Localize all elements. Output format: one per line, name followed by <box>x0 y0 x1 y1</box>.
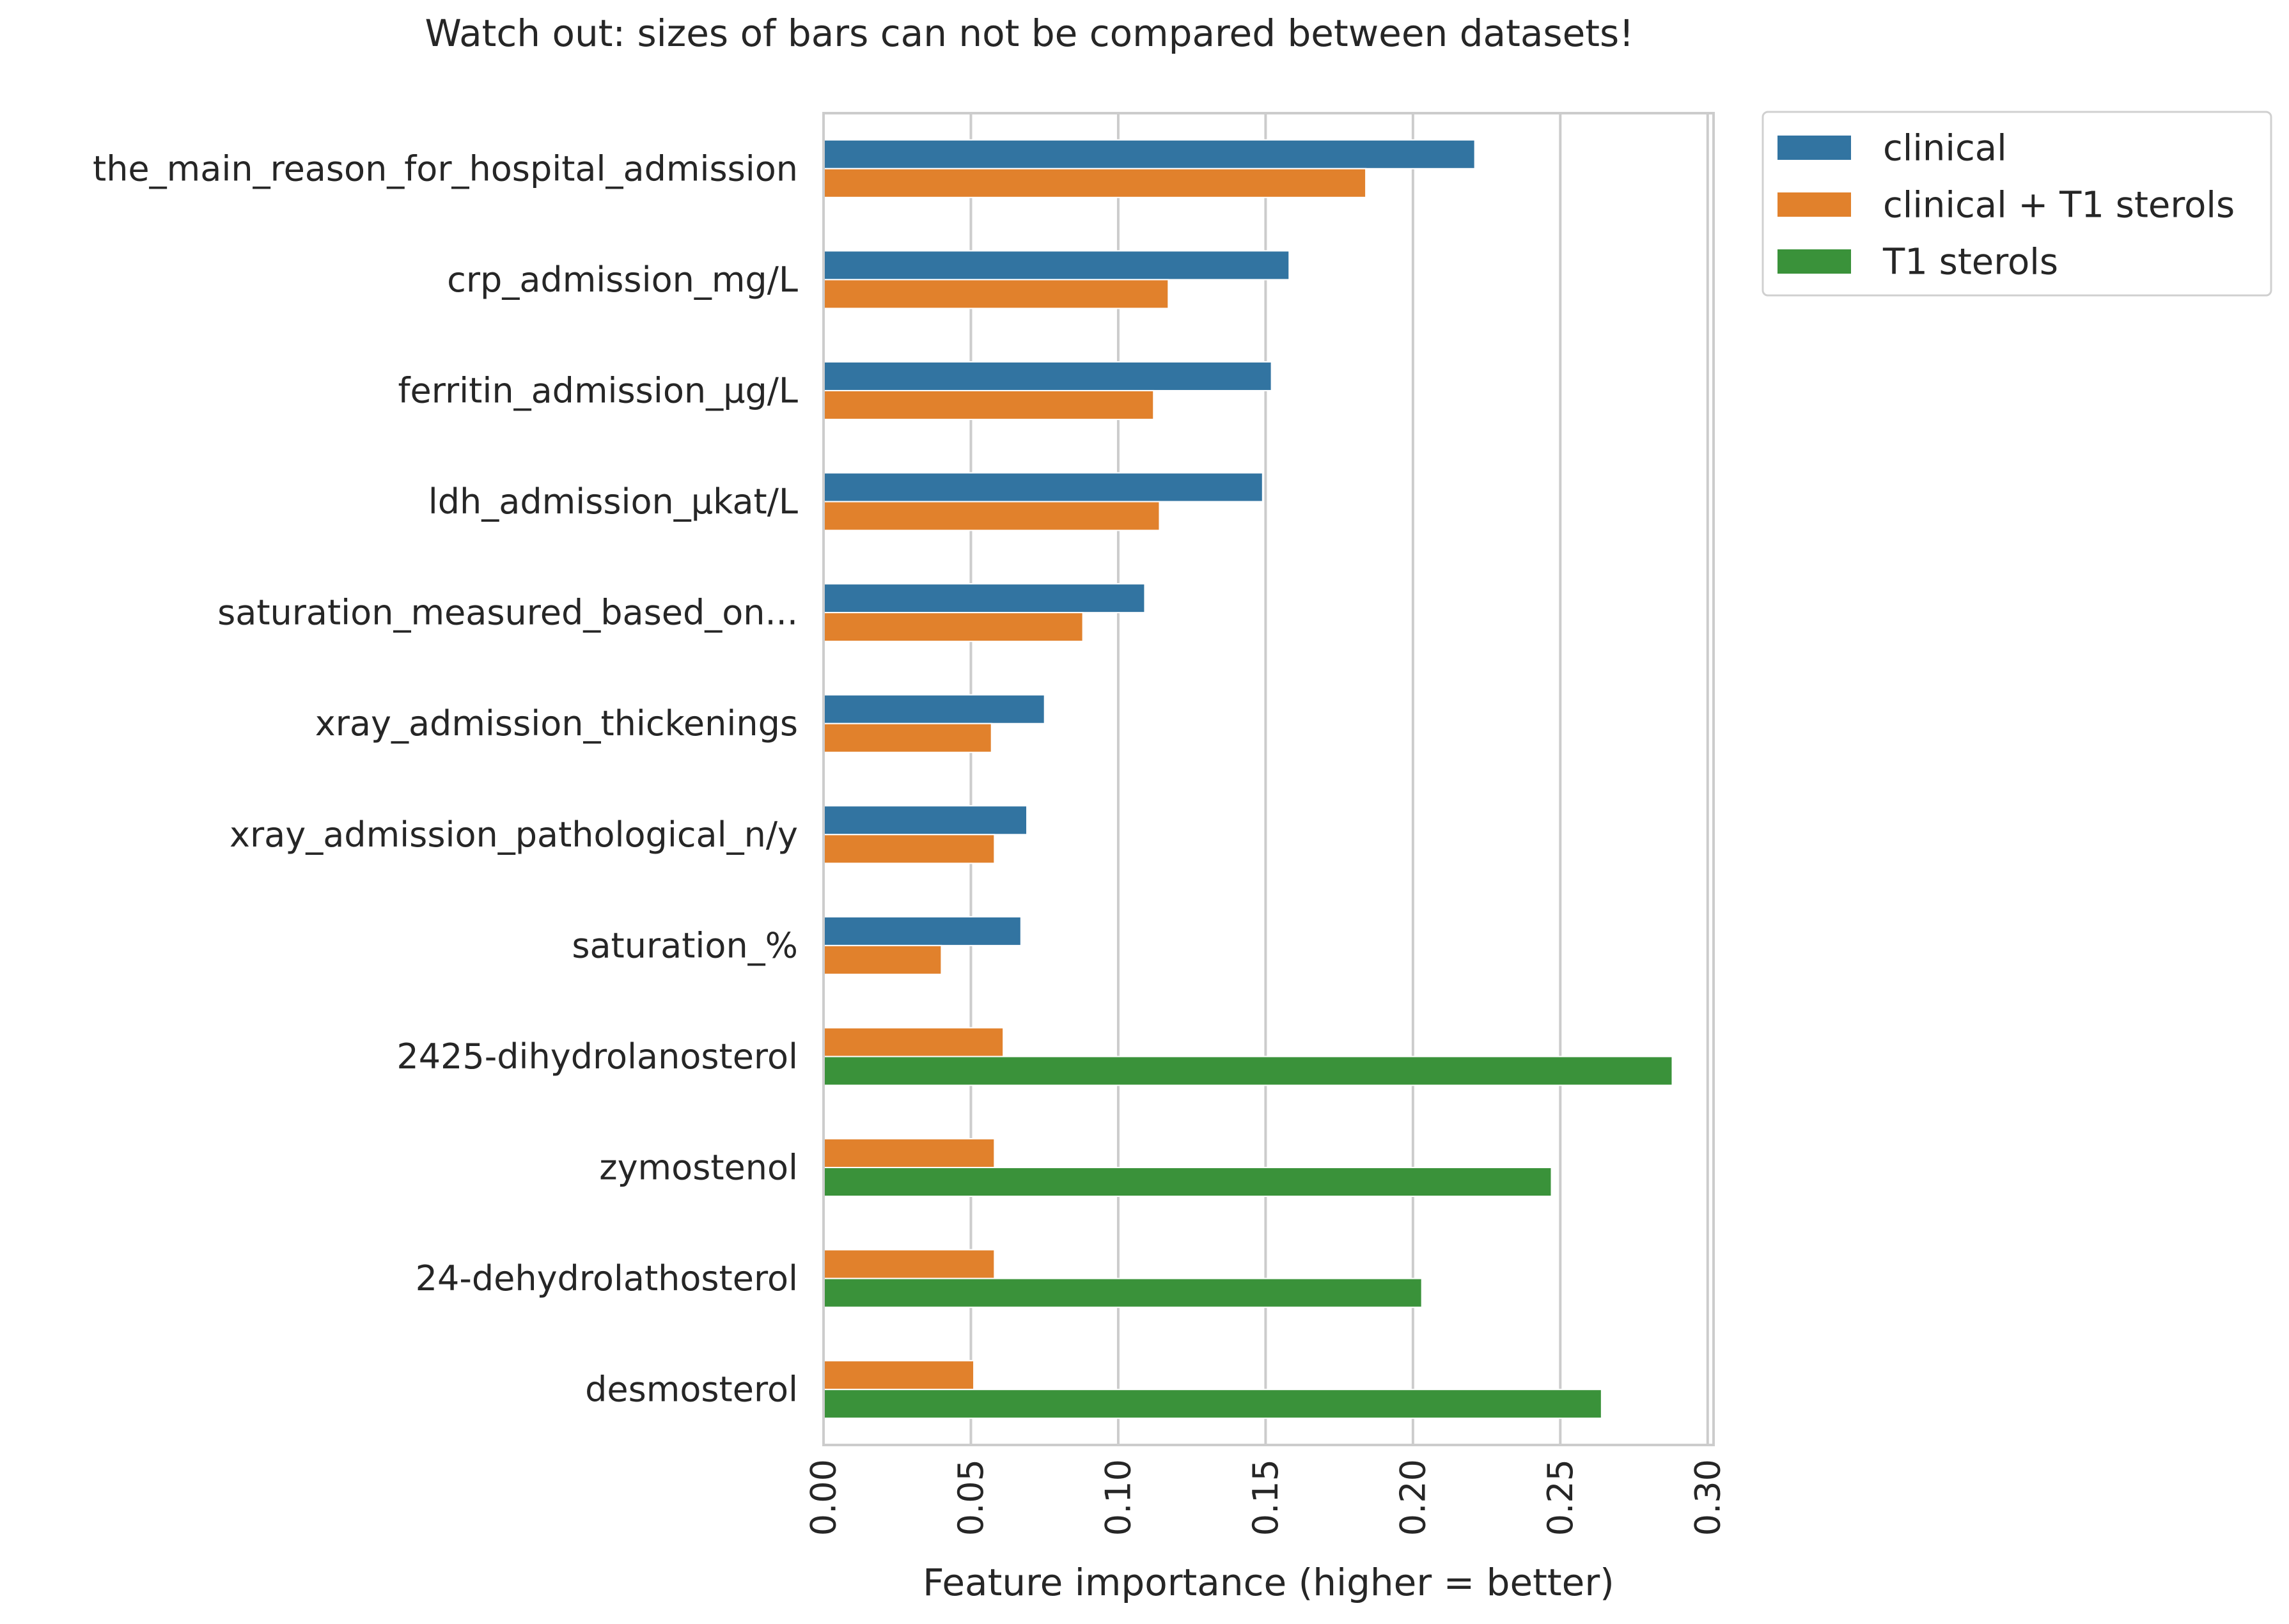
bar-clinical-t1-sterols <box>823 1360 975 1391</box>
bars <box>823 139 1673 1419</box>
bar-clinical-t1-sterols <box>823 944 942 975</box>
y-tick-label: desmosterol <box>585 1370 798 1410</box>
y-tick-label: saturation_% <box>572 925 798 965</box>
legend-label: clinical + T1 sterols <box>1883 185 2235 226</box>
x-tick-labels: 0.00 0.05 0.10 0.15 0.20 0.25 0.30 <box>804 1459 1728 1536</box>
chart-title: Watch out: sizes of bars can not be comp… <box>425 12 1634 55</box>
legend-label: T1 sterols <box>1882 242 2058 283</box>
x-tick-label: 0.05 <box>951 1459 991 1536</box>
bar-clinical <box>823 583 1146 614</box>
x-tick-label: 0.25 <box>1540 1459 1581 1536</box>
bar-clinical <box>823 694 1045 724</box>
legend-label: clinical <box>1883 128 2007 169</box>
y-tick-label: xray_admission_thickenings <box>315 703 798 744</box>
legend-swatch <box>1777 249 1851 274</box>
y-tick-label: 24-dehydrolathosterol <box>416 1258 798 1299</box>
legend-swatch <box>1777 192 1851 217</box>
y-tick-label: 2425-dihydrolanosterol <box>396 1036 798 1077</box>
x-tick-label: 0.15 <box>1246 1459 1286 1536</box>
bar-clinical-t1-sterols <box>823 501 1160 531</box>
x-tick-label: 0.20 <box>1393 1459 1433 1536</box>
x-tick-label: 0.30 <box>1687 1459 1728 1536</box>
bar-clinical <box>823 139 1476 169</box>
plot-frame <box>822 112 1715 1446</box>
bar-clinical <box>823 916 1022 946</box>
legend: clinical clinical + T1 sterols T1 sterols <box>1762 111 2272 297</box>
y-tick-label: ldh_admission_µkat/L <box>428 481 798 522</box>
bar-t1-sterols <box>823 1277 1423 1308</box>
y-tick-label: the_main_reason_for_hospital_admission <box>93 148 798 189</box>
y-tick-label: crp_admission_mg/L <box>447 260 798 300</box>
y-tick-label: ferritin_admission_µg/L <box>398 370 798 410</box>
grid-lines <box>969 113 1709 1445</box>
bar-t1-sterols <box>823 1056 1673 1086</box>
legend-swatch <box>1777 136 1851 160</box>
bar-clinical-t1-sterols <box>823 612 1084 643</box>
bar-clinical-t1-sterols <box>823 722 992 753</box>
bar-clinical <box>823 805 1028 836</box>
bar-clinical-t1-sterols <box>823 1027 1004 1058</box>
bar-clinical-t1-sterols <box>823 834 996 864</box>
legend-frame <box>1762 111 2272 297</box>
bar-clinical <box>823 361 1272 391</box>
bar-clinical-t1-sterols <box>823 389 1155 420</box>
x-tick-label: 0.10 <box>1098 1459 1138 1536</box>
y-tick-label: saturation_measured_based_on... <box>217 593 798 633</box>
bar-clinical-t1-sterols <box>823 1249 996 1279</box>
y-tick-label: xray_admission_pathological_n/y <box>230 815 798 855</box>
bar-clinical <box>823 250 1290 281</box>
x-tick-label: 0.00 <box>804 1459 844 1536</box>
bar-clinical <box>823 472 1263 503</box>
bar-clinical-t1-sterols <box>823 279 1169 309</box>
bar-clinical-t1-sterols <box>823 1138 996 1169</box>
bar-clinical-t1-sterols <box>823 168 1367 198</box>
y-tick-labels: the_main_reason_for_hospital_admissioncr… <box>93 148 798 1409</box>
bar-t1-sterols <box>823 1167 1552 1198</box>
x-axis-label: Feature importance (higher = better) <box>923 1561 1614 1604</box>
y-tick-label: zymostenol <box>599 1148 798 1188</box>
bar-t1-sterols <box>823 1389 1602 1419</box>
